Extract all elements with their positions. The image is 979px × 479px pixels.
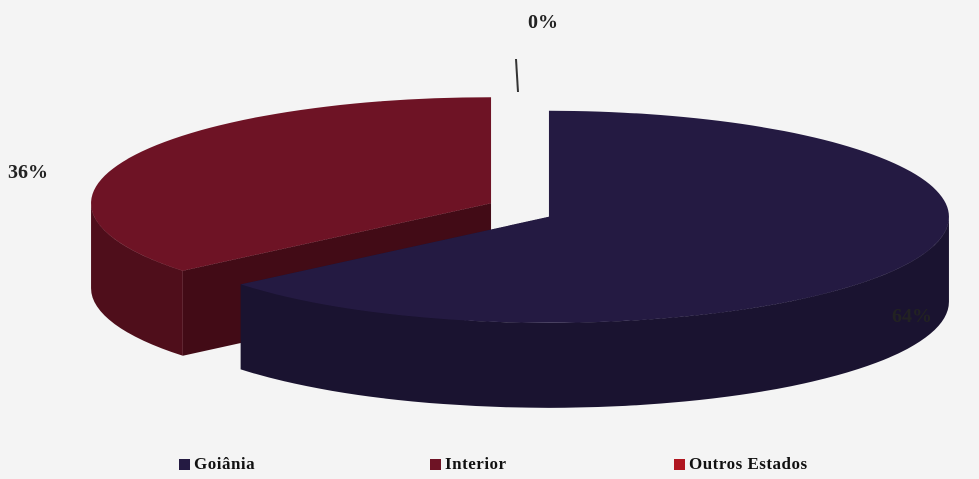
data-label-goiania: 64% [892,305,932,327]
legend-label-interior: Interior [445,454,507,473]
legend-item-outros-estados: Outros Estados [674,454,808,474]
legend-swatch-goiania [179,458,190,470]
legend: Goiânia Interior Outros Estados [0,454,979,478]
pie-slice-goiania [240,110,949,323]
legend-item-interior: Interior [430,454,507,474]
legend-swatch-outros-estados [674,458,685,470]
pie-slice-side-goiania [240,216,949,408]
data-label-outros-estados: 0% [528,11,558,33]
legend-label-goiania: Goiânia [194,454,256,473]
legend-swatch-interior [430,458,441,470]
legend-label-outros-estados: Outros Estados [689,454,808,473]
pie-slice-interior [91,97,492,271]
pie-slice-outros-estados [515,58,519,93]
legend-item-goiania: Goiânia [179,454,255,474]
pie-slice-side-interior [91,203,183,356]
data-label-interior: 36% [8,161,48,183]
pie-chart: 64% 36% 0% [8,11,949,408]
